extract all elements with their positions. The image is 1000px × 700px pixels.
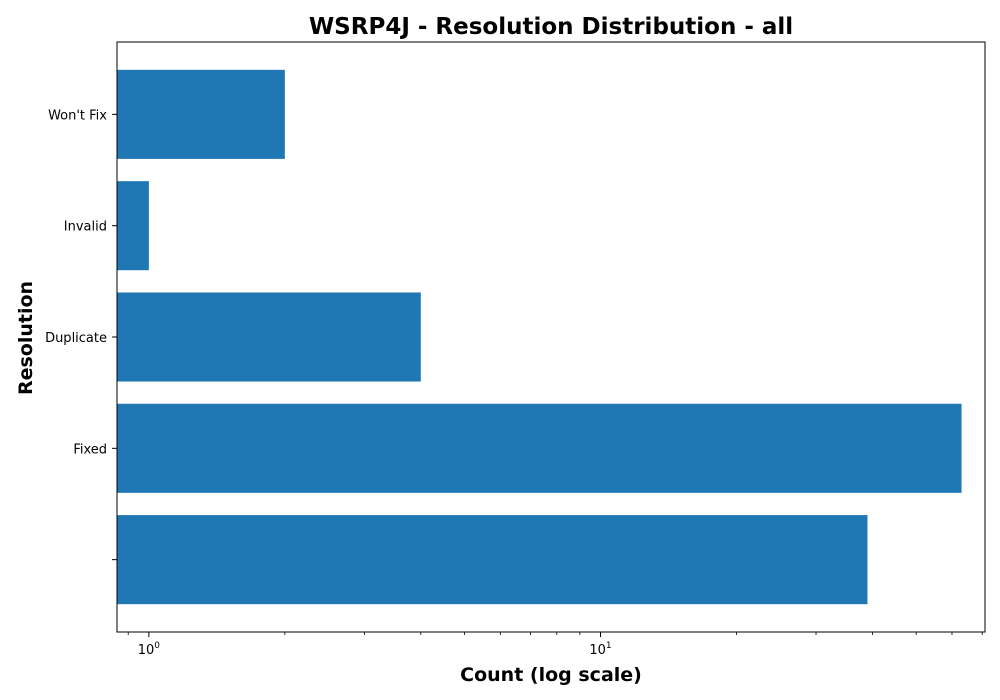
bar-fixed (117, 403, 962, 493)
x-tick-label: 101 (589, 641, 611, 658)
y-axis-ticks: Fixed Duplicate Invalid Won't Fix (45, 108, 117, 561)
bar-won-t-fix (117, 69, 285, 159)
chart-title: WSRP4J - Resolution Distribution - all (309, 14, 793, 40)
x-axis-ticks: 100 101 (127, 632, 983, 658)
y-tick-label: Duplicate (45, 331, 107, 346)
y-tick-label: Won't Fix (48, 108, 107, 123)
bar-invalid (117, 181, 149, 271)
y-tick-label: Invalid (64, 220, 107, 235)
bars-group (117, 69, 962, 605)
bar-unlabeled (117, 515, 868, 605)
x-axis-label: Count (log scale) (460, 664, 642, 686)
y-axis-label: Resolution (15, 281, 37, 395)
y-tick-label: Fixed (73, 442, 107, 457)
bar-duplicate (117, 292, 421, 382)
x-tick-label: 100 (138, 641, 161, 658)
